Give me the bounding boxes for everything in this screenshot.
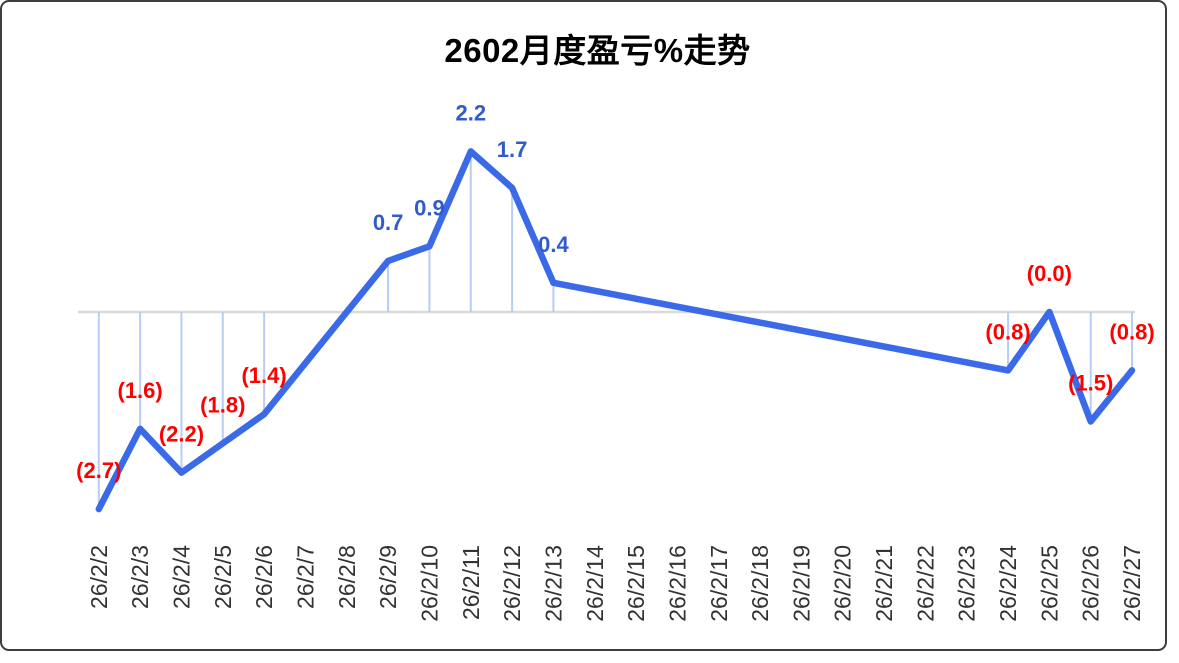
data-label: 0.4 [538, 232, 569, 257]
data-label: (2.2) [159, 422, 204, 447]
x-axis-label: 26/2/20 [830, 545, 856, 622]
x-axis-label: 26/2/15 [623, 545, 649, 622]
x-axis-label: 26/2/17 [706, 545, 732, 622]
x-axis-label: 26/2/18 [747, 545, 773, 622]
data-label: (1.5) [1068, 371, 1113, 396]
x-axis-label: 26/2/5 [210, 545, 236, 609]
chart-title: 2602月度盈亏%走势 [444, 32, 751, 69]
x-axis-label: 26/2/6 [251, 545, 277, 609]
data-label: (1.8) [200, 392, 245, 417]
x-axis-label: 26/2/11 [458, 545, 484, 620]
x-axis-label: 26/2/24 [995, 545, 1021, 622]
data-label: 0.9 [414, 195, 445, 220]
data-label: (0.8) [1109, 319, 1154, 344]
x-axis-label: 26/2/22 [912, 545, 938, 622]
chart-window: 2602月度盈亏%走势 (2.7) (1.6) (2.2) (1.8) (1.4) 0.7… [0, 0, 1167, 651]
data-label: (1.6) [118, 378, 163, 403]
x-axis-label: 26/2/16 [664, 545, 690, 622]
data-label: (0.0) [1027, 261, 1072, 286]
data-label: (1.4) [241, 363, 286, 388]
x-axis-label: 26/2/4 [168, 545, 194, 609]
data-label: (0.8) [985, 319, 1030, 344]
data-label: 1.7 [497, 137, 528, 162]
x-axis-label: 26/2/12 [499, 545, 525, 622]
data-label: 2.2 [455, 100, 486, 125]
x-axis-label: 26/2/23 [954, 545, 980, 622]
x-axis-label: 26/2/25 [1036, 545, 1062, 622]
x-axis-label: 26/2/2 [86, 545, 112, 609]
x-axis-label: 26/2/21 [871, 545, 897, 622]
x-axis-label: 26/2/8 [334, 545, 360, 609]
x-axis-label: 26/2/19 [788, 545, 814, 622]
x-axis-label: 26/2/26 [1078, 545, 1104, 622]
data-label: 0.7 [373, 210, 404, 235]
chart-canvas: (2.7) (1.6) (2.2) (1.8) (1.4) 0.7 0.9 2.2 1.7 0.4… [76, 100, 1155, 622]
series-line [95, 148, 1136, 513]
x-axis-label: 26/2/14 [582, 545, 608, 622]
data-label: (2.7) [76, 458, 121, 483]
x-axis-label: 26/2/9 [375, 545, 401, 609]
x-axis-label: 26/2/3 [127, 545, 153, 609]
x-axis-label: 26/2/7 [292, 545, 318, 609]
x-axis-label: 26/2/10 [416, 545, 442, 622]
x-axis-label: 26/2/27 [1119, 545, 1145, 622]
x-axis-label: 26/2/13 [540, 545, 566, 622]
